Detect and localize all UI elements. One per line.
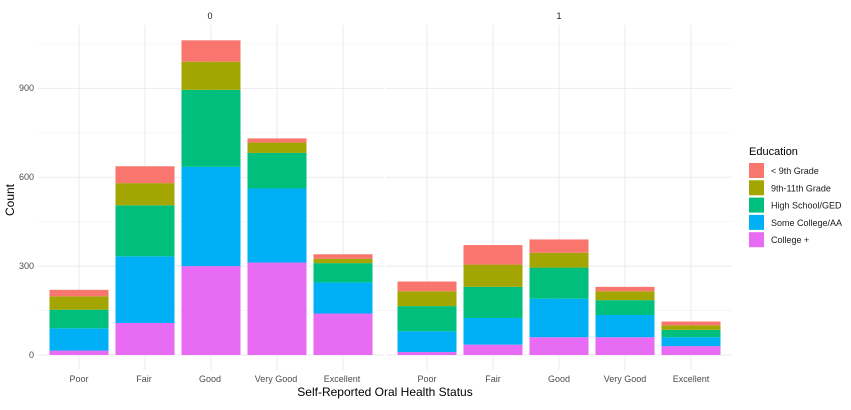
bar-segment: [661, 329, 721, 338]
bar-segment: [529, 239, 589, 253]
bar-segment: [181, 89, 241, 167]
bar-segment: [595, 300, 655, 315]
legend-key: [749, 163, 764, 178]
bar-segment: [529, 298, 589, 338]
bar-segment: [463, 344, 523, 355]
bar-segment: [313, 263, 373, 283]
bar-segment: [247, 262, 307, 355]
bar-segment: [661, 346, 721, 355]
bar-segment: [49, 328, 109, 351]
bar-segment: [661, 321, 721, 326]
legend-key: [749, 232, 764, 248]
legend-key: [749, 180, 764, 196]
legend-key: [749, 197, 764, 213]
bar-segment: [49, 350, 109, 355]
bar-segment: [595, 286, 655, 292]
bar-segment: [529, 337, 589, 355]
x-axis-title: Self-Reported Oral Health Status: [297, 385, 472, 399]
bar-segment: [595, 314, 655, 338]
bar-segment: [313, 254, 373, 259]
bar-segment: [463, 245, 523, 265]
bar-segment: [529, 252, 589, 268]
facet-strip-label-1: 1: [556, 11, 561, 21]
bar-segment: [313, 313, 373, 355]
bar-segment: [529, 267, 589, 299]
bar-segment: [247, 138, 307, 143]
bar-segment: [115, 183, 175, 206]
y-tick-label: 0: [29, 350, 34, 360]
bar-segment: [247, 142, 307, 153]
bar-segment: [661, 325, 721, 330]
legend: Education < 9th Grade 9th-11th Grade High …: [749, 146, 842, 248]
x-tick-label: Very Good: [604, 374, 647, 384]
legend-title: Education: [749, 146, 798, 158]
x-tick-label: Poor: [417, 374, 436, 384]
bar-segment: [463, 317, 523, 345]
bar-segment: [49, 309, 109, 329]
bar-segment: [247, 152, 307, 189]
y-tick-label: 600: [19, 172, 34, 182]
legend-label: 9th-11th Grade: [771, 183, 831, 193]
bar-segment: [181, 40, 241, 62]
bar-segment: [313, 282, 373, 314]
bar-segment: [397, 281, 457, 292]
legend-label: Some College/AA: [771, 218, 842, 228]
bar-segment: [397, 352, 457, 355]
bar-segment: [595, 291, 655, 301]
bar-segment: [181, 266, 241, 355]
x-tick-label: Fair: [136, 374, 152, 384]
x-tick-label: Very Good: [255, 374, 298, 384]
bar-segment: [595, 337, 655, 355]
legend-label: < 9th Grade: [771, 166, 819, 176]
legend-key: [749, 214, 764, 230]
legend-label: High School/GED: [771, 201, 842, 211]
bar-segment: [115, 256, 175, 323]
facet-strip-label-0: 0: [207, 11, 212, 21]
y-tick-label: 300: [19, 261, 34, 271]
bar-segment: [661, 337, 721, 347]
x-tick-label: Poor: [69, 374, 88, 384]
bar-segment: [181, 61, 241, 90]
bar-segment: [247, 188, 307, 263]
bar-segment: [115, 205, 175, 257]
x-tick-label: Fair: [485, 374, 501, 384]
facet-panel-1: [386, 25, 732, 370]
bar-segment: [181, 166, 241, 267]
bar-segment: [313, 258, 373, 264]
x-tick-label: Excellent: [324, 374, 361, 384]
x-tick-label: Excellent: [673, 374, 710, 384]
facet-panel-0: [38, 25, 384, 370]
bar-segment: [397, 306, 457, 332]
bar-segment: [463, 286, 523, 318]
bar-segment: [463, 264, 523, 287]
bar-segment: [49, 289, 109, 297]
y-axis-title: Count: [3, 183, 17, 216]
x-tick-label: Good: [199, 374, 221, 384]
x-tick-label: Good: [548, 374, 570, 384]
legend-label: College +: [771, 235, 809, 245]
bar-segment: [397, 331, 457, 353]
bar-segment: [49, 296, 109, 310]
bar-segment: [397, 291, 457, 307]
bar-segment: [115, 322, 175, 355]
bar-segment: [115, 166, 175, 184]
y-tick-label: 900: [19, 83, 34, 93]
